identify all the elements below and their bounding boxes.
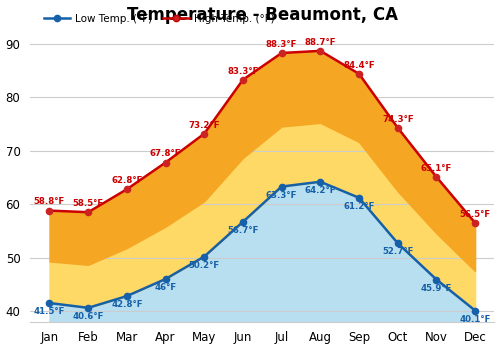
- Text: 64.2°F: 64.2°F: [304, 186, 336, 195]
- Low Temp. (°F): [394, 241, 400, 245]
- Low Temp. (°F): [434, 278, 440, 282]
- Legend: Low Temp. (°F), High Temp. (°F): Low Temp. (°F), High Temp. (°F): [40, 9, 279, 28]
- Low Temp. (°F): [356, 196, 362, 200]
- High Temp. (°F): [240, 78, 246, 82]
- Low Temp. (°F): [124, 294, 130, 298]
- High Temp. (°F): [85, 210, 91, 214]
- High Temp. (°F): [278, 51, 284, 55]
- Text: 41.5°F: 41.5°F: [34, 307, 65, 316]
- Low Temp. (°F): [278, 184, 284, 189]
- Text: 61.2°F: 61.2°F: [344, 202, 374, 211]
- Text: 56.7°F: 56.7°F: [228, 226, 258, 235]
- Low Temp. (°F): [472, 308, 478, 313]
- Text: 46°F: 46°F: [154, 283, 176, 292]
- High Temp. (°F): [46, 209, 52, 213]
- Text: 88.3°F: 88.3°F: [266, 40, 298, 49]
- Text: 88.7°F: 88.7°F: [304, 38, 336, 47]
- Text: 45.9°F: 45.9°F: [420, 284, 452, 293]
- Low Temp. (°F): [240, 220, 246, 224]
- High Temp. (°F): [202, 132, 207, 136]
- Text: 52.7°F: 52.7°F: [382, 247, 414, 256]
- Low Temp. (°F): [318, 180, 324, 184]
- Text: 84.4°F: 84.4°F: [343, 61, 375, 70]
- Text: 74.3°F: 74.3°F: [382, 115, 414, 124]
- Text: 58.8°F: 58.8°F: [34, 197, 65, 206]
- High Temp. (°F): [318, 49, 324, 53]
- Text: 58.5°F: 58.5°F: [72, 199, 104, 208]
- Text: 56.5°F: 56.5°F: [460, 210, 490, 219]
- High Temp. (°F): [124, 187, 130, 191]
- Text: 73.2°F: 73.2°F: [188, 120, 220, 130]
- High Temp. (°F): [162, 160, 168, 164]
- High Temp. (°F): [356, 72, 362, 76]
- High Temp. (°F): [434, 175, 440, 179]
- Low Temp. (°F): [202, 254, 207, 259]
- Low Temp. (°F): [162, 277, 168, 281]
- Text: 40.1°F: 40.1°F: [460, 315, 491, 324]
- Text: 63.3°F: 63.3°F: [266, 191, 298, 200]
- Text: 50.2°F: 50.2°F: [188, 261, 220, 270]
- Text: 83.3°F: 83.3°F: [228, 66, 258, 76]
- Text: 40.6°F: 40.6°F: [72, 312, 104, 321]
- Text: 62.8°F: 62.8°F: [111, 176, 142, 185]
- Title: Temperature - Beaumont, CA: Temperature - Beaumont, CA: [127, 6, 398, 23]
- Text: 65.1°F: 65.1°F: [421, 164, 452, 173]
- Text: 42.8°F: 42.8°F: [111, 300, 142, 309]
- Line: High Temp. (°F): High Temp. (°F): [46, 48, 478, 226]
- High Temp. (°F): [472, 221, 478, 225]
- Low Temp. (°F): [46, 301, 52, 305]
- Text: 67.8°F: 67.8°F: [150, 149, 182, 158]
- Line: Low Temp. (°F): Low Temp. (°F): [46, 178, 478, 314]
- High Temp. (°F): [394, 126, 400, 130]
- Low Temp. (°F): [85, 306, 91, 310]
